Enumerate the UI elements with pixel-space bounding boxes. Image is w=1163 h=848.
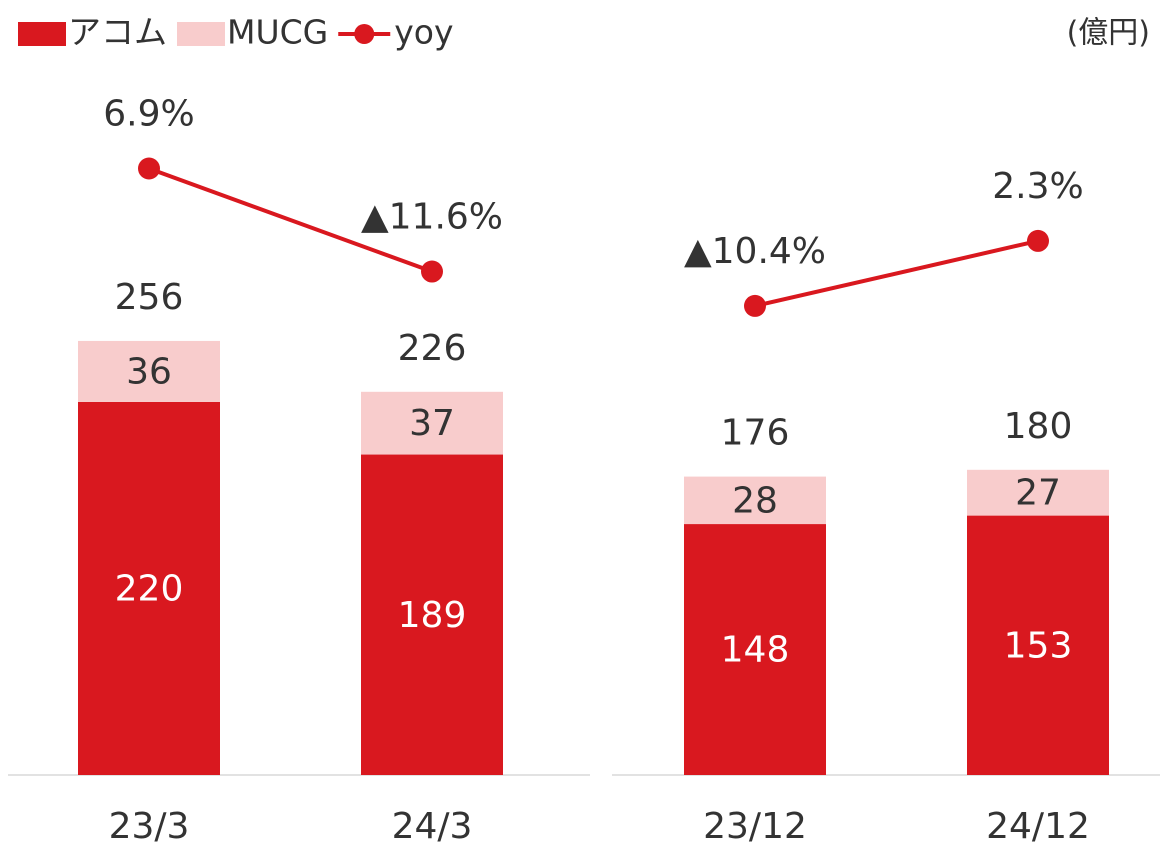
- total-label: 256: [115, 277, 184, 318]
- x-tick-label: 24/3: [392, 806, 473, 847]
- yoy-line: [148, 166, 433, 274]
- yoy-marker: [138, 157, 160, 180]
- data-label: 27: [1015, 473, 1061, 514]
- legend: アコム MUCG yoy: [18, 13, 454, 52]
- total-label: 176: [721, 413, 790, 454]
- bar-segment: [361, 391, 503, 455]
- bar-segment: [361, 454, 503, 775]
- yoy-label: ▲10.4%: [684, 231, 826, 272]
- bar-segment: [78, 340, 220, 402]
- data-label: 189: [398, 595, 467, 636]
- data-label: 220: [115, 568, 184, 609]
- yoy-label: 6.9%: [103, 93, 194, 134]
- data-label: 153: [1004, 625, 1073, 666]
- total-label: 180: [1004, 406, 1073, 447]
- yoy-marker: [744, 294, 766, 317]
- yoy-label: ▲11.6%: [361, 197, 503, 238]
- legend-marker: [354, 24, 375, 44]
- total-label: 226: [398, 328, 467, 369]
- bar-segment: [967, 469, 1109, 516]
- yoy-marker: [1027, 229, 1049, 252]
- bar-segment: [684, 524, 826, 775]
- data-label: 148: [721, 630, 790, 671]
- legend-label: MUCG: [227, 13, 328, 52]
- yoy-marker: [421, 260, 443, 283]
- data-label: 37: [409, 403, 455, 444]
- yoy-line: [754, 238, 1039, 308]
- bar-segment: [78, 401, 220, 775]
- unit-label: (億円): [1067, 16, 1150, 51]
- bar-segment: [684, 476, 826, 525]
- legend-swatch: [177, 22, 225, 46]
- legend-swatch: [18, 22, 66, 46]
- x-tick-label: 23/12: [703, 806, 807, 847]
- x-tick-label: 24/12: [986, 806, 1090, 847]
- bar-segment: [967, 515, 1109, 775]
- legend-label: アコム: [68, 13, 167, 52]
- data-label: 28: [732, 480, 778, 521]
- legend-label: yoy: [394, 13, 453, 52]
- x-tick-label: 23/3: [109, 806, 190, 847]
- yoy-label: 2.3%: [992, 166, 1083, 207]
- data-label: 36: [126, 351, 172, 392]
